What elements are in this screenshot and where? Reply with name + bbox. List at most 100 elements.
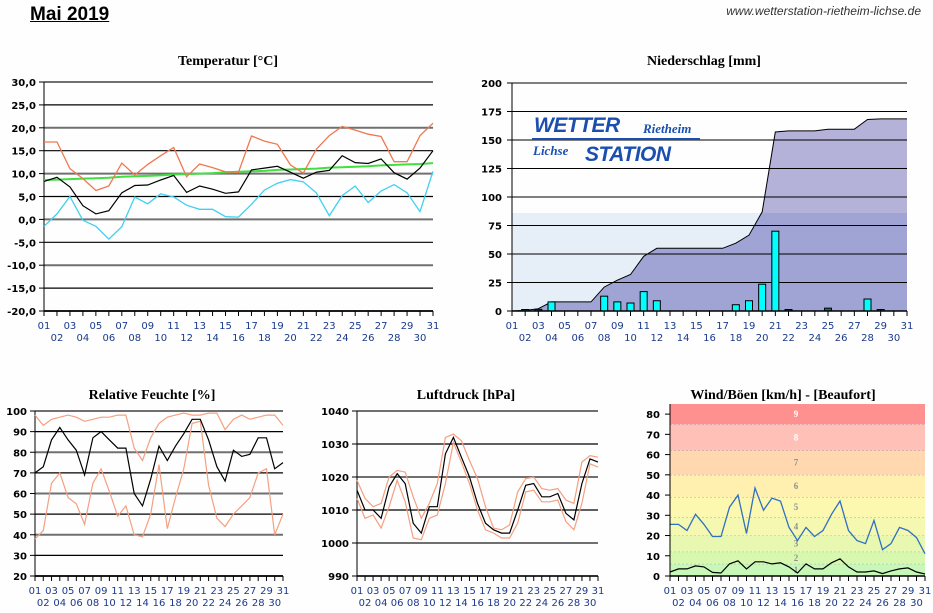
- x-tick-label: 09: [732, 586, 745, 597]
- y-tick-label: 175: [481, 108, 502, 119]
- y-tick-label: 60: [13, 490, 27, 501]
- x-tick-label: 25: [349, 321, 362, 332]
- y-tick-label: 50: [13, 510, 27, 521]
- beaufort-band-8: [670, 424, 925, 451]
- x-tick-label: 03: [681, 586, 694, 597]
- x-tick-label: 13: [447, 586, 460, 597]
- x-tick-label: 06: [571, 333, 584, 344]
- precipitation-bar: [745, 300, 753, 312]
- y-tick-label: 20: [646, 532, 660, 543]
- x-tick-label: 27: [244, 586, 257, 597]
- x-tick-label: 30: [414, 333, 427, 344]
- x-tick-label: 28: [893, 598, 906, 609]
- x-tick-label: 18: [487, 598, 500, 609]
- x-tick-label: 01: [351, 586, 364, 597]
- humidity-min-line: [34, 420, 284, 540]
- precipitation-bar: [626, 302, 635, 312]
- x-tick-label: 19: [743, 321, 756, 332]
- x-tick-label: 10: [423, 598, 436, 609]
- x-tick-label: 02: [51, 333, 64, 344]
- y-tick-label: 30: [646, 511, 660, 522]
- y-tick-label: 10,0: [11, 170, 36, 181]
- x-tick-label: 15: [690, 321, 703, 332]
- x-tick-label: 23: [527, 586, 540, 597]
- x-tick-label: 31: [592, 586, 605, 597]
- temperature-max-line: [44, 122, 434, 192]
- beaufort-label: 3: [794, 539, 799, 549]
- x-tick-label: 04: [77, 333, 90, 344]
- logo-word-lichse: Lichse: [532, 143, 569, 158]
- x-tick-label: 12: [439, 598, 452, 609]
- pressure-max-line: [356, 433, 599, 531]
- beaufort-label: 4: [794, 521, 799, 531]
- x-tick-label: 10: [154, 333, 167, 344]
- x-tick-label: 19: [817, 586, 830, 597]
- precipitation-chart: 200 175 150 125 100 75 50 25 0 010203040506070809…: [481, 79, 913, 344]
- precipitation-bar: [652, 300, 661, 312]
- humidity-avg-line: [34, 418, 284, 508]
- y-tick-label: 25,0: [11, 101, 36, 112]
- precipitation-cumulative-line: [511, 118, 907, 312]
- y-tick-label: 15,0: [11, 147, 36, 158]
- x-tick-label: 23: [210, 586, 223, 597]
- logo-word-wetter: WETTER: [534, 114, 621, 137]
- x-tick-label: 21: [769, 321, 782, 332]
- x-tick-label: 15: [219, 321, 232, 332]
- precipitation-bar: [863, 298, 872, 312]
- x-tick-label: 30: [584, 598, 597, 609]
- beaufort-band-4: [670, 517, 925, 536]
- x-tick-label: 26: [551, 598, 564, 609]
- x-tick-label: 08: [86, 598, 99, 609]
- x-tick-label: 11: [637, 321, 650, 332]
- x-tick-label: 04: [689, 598, 702, 609]
- y-tick-label: 1020: [321, 473, 349, 484]
- x-tick-label: 06: [706, 598, 719, 609]
- beaufort-label: 1: [794, 565, 799, 575]
- x-tick-label: 21: [297, 321, 310, 332]
- x-tick-label: 16: [153, 598, 166, 609]
- x-tick-label: 18: [729, 333, 742, 344]
- y-tick-label: -10,0: [7, 261, 36, 272]
- x-tick-label: 20: [825, 598, 838, 609]
- precipitation-bar: [613, 301, 622, 312]
- x-tick-label: 31: [901, 321, 914, 332]
- x-tick-label: 21: [511, 586, 524, 597]
- y-tick-label: 1040: [321, 407, 349, 418]
- x-tick-label: 17: [800, 586, 813, 597]
- y-tick-label: 50: [488, 250, 502, 261]
- wind-chart-title: Wind/Böen [km/h] - [Beaufort]: [690, 388, 875, 403]
- temperature-min-line: [43, 171, 434, 241]
- x-tick-label: 03: [367, 586, 380, 597]
- y-tick-label: 60: [646, 451, 660, 462]
- x-tick-label: 09: [141, 321, 154, 332]
- x-tick-label: 02: [359, 598, 372, 609]
- x-tick-label: 30: [268, 598, 281, 609]
- y-tick-label: 1000: [321, 539, 349, 550]
- y-tick-label: 20,0: [11, 124, 36, 135]
- x-tick-label: 03: [64, 321, 77, 332]
- x-tick-label: 12: [180, 333, 193, 344]
- x-tick-label: 28: [388, 333, 401, 344]
- x-tick-label: 23: [795, 321, 808, 332]
- x-tick-label: 05: [698, 586, 711, 597]
- x-tick-label: 22: [202, 598, 215, 609]
- beaufort-label: 9: [794, 409, 799, 419]
- site-url-link[interactable]: www.wetterstation-rietheim-lichse.de: [726, 4, 921, 18]
- pressure-min-line: [356, 440, 599, 541]
- y-tick-label: 125: [481, 165, 502, 176]
- x-tick-label: 25: [822, 321, 835, 332]
- x-tick-label: 27: [885, 586, 898, 597]
- y-tick-label: 50: [646, 471, 660, 482]
- x-tick-label: 12: [120, 598, 133, 609]
- x-tick-label: 09: [415, 586, 428, 597]
- x-tick-label: 17: [716, 321, 729, 332]
- x-tick-label: 24: [219, 598, 232, 609]
- beaufort-band-1: [670, 563, 925, 576]
- y-tick-label: -5,0: [14, 238, 36, 249]
- x-tick-label: 30: [910, 598, 923, 609]
- x-tick-label: 05: [558, 321, 571, 332]
- x-tick-label: 04: [545, 333, 558, 344]
- x-tick-label: 09: [95, 586, 108, 597]
- x-tick-label: 05: [62, 586, 75, 597]
- y-tick-label: 10: [646, 552, 660, 563]
